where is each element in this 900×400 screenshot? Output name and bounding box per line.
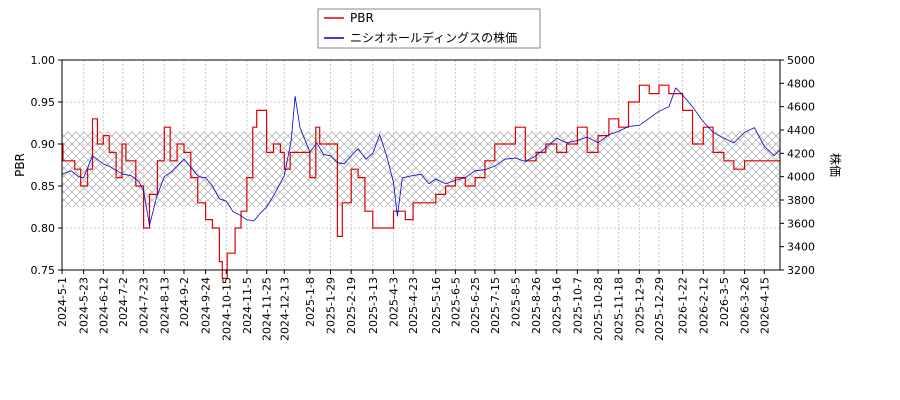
right-tick-label: 4200 xyxy=(787,147,815,160)
right-tick-label: 3600 xyxy=(787,217,815,230)
left-tick-label: 0.85 xyxy=(31,180,56,193)
left-axis: 0.75 0.80 0.85 0.90 0.95 1.00 xyxy=(31,54,62,277)
right-tick-label: 3200 xyxy=(787,264,815,277)
x-tick-label: 2024-7-2 xyxy=(117,277,130,327)
right-axis: 3200 3400 3600 3800 4000 4200 4400 4600 4800 5000 xyxy=(780,54,815,277)
right-tick-label: 4000 xyxy=(787,171,815,184)
legend-box xyxy=(317,8,541,49)
x-tick-label: 2024-10-15 xyxy=(220,277,233,341)
x-tick-label: 2024-5-23 xyxy=(78,277,91,334)
x-tick-label: 2025-11-18 xyxy=(613,277,626,341)
x-tick-label: 2025-6-25 xyxy=(469,277,482,334)
x-tick-label: 2025-8-5 xyxy=(509,277,522,327)
x-tick-label: 2025-10-28 xyxy=(592,277,605,341)
x-tick-label: 2025-1-29 xyxy=(325,277,338,334)
x-tick-label: 2026-3-5 xyxy=(718,277,731,327)
x-tick-label: 2025-2-19 xyxy=(345,277,358,334)
right-tick-label: 4600 xyxy=(787,101,815,114)
x-tick-label: 2025-7-15 xyxy=(489,277,502,334)
x-tick-label: 2024-11-25 xyxy=(261,277,274,341)
x-tick-label: 2025-3-13 xyxy=(367,277,380,334)
right-tick-label: 3800 xyxy=(787,194,815,207)
x-tick-label: 2024-7-23 xyxy=(138,277,151,334)
series-line-pbr xyxy=(62,84,780,279)
x-tick-label: 2025-10-7 xyxy=(571,277,584,334)
left-tick-label: 0.90 xyxy=(31,138,56,151)
left-tick-label: 0.75 xyxy=(31,264,56,277)
left-tick-label: 0.80 xyxy=(31,222,56,235)
x-tick-label: 2024-6-12 xyxy=(97,277,110,334)
x-tick-label: 2025-8-26 xyxy=(530,277,543,334)
x-tick-label: 2024-9-24 xyxy=(200,277,213,334)
x-tick-label: 2025-12-9 xyxy=(633,277,646,334)
x-tick-label: 2025-4-3 xyxy=(387,277,400,327)
x-tick-label: 2024-12-13 xyxy=(278,277,291,341)
x-tick-label: 2025-9-16 xyxy=(551,277,564,334)
left-axis-title: PBR xyxy=(13,153,27,177)
left-tick-label: 0.95 xyxy=(31,96,56,109)
x-tick-label: 2026-4-15 xyxy=(758,277,771,334)
x-tick-label: 2026-1-22 xyxy=(677,277,690,334)
legend-label-price: ニシオホールディングスの株価 xyxy=(350,30,517,45)
x-tick-label: 2025-4-23 xyxy=(407,277,420,334)
right-tick-label: 3400 xyxy=(787,241,815,254)
x-tick-label: 2025-5-16 xyxy=(430,277,443,334)
x-tick-label: 2025-6-5 xyxy=(449,277,462,327)
x-tick-label: 2024-8-13 xyxy=(158,277,171,334)
series-layer xyxy=(61,84,781,279)
x-tick-label: 2026-2-12 xyxy=(697,277,710,334)
right-tick-label: 4400 xyxy=(787,124,815,137)
legend: PBR ニシオホールディングスの株価 xyxy=(317,8,541,49)
x-tick-label: 2024-9-2 xyxy=(178,277,191,327)
right-tick-label: 5000 xyxy=(787,54,815,67)
right-tick-label: 4800 xyxy=(787,77,815,90)
x-tick-label: 2026-3-26 xyxy=(739,277,752,334)
x-tick-label: 2024-5-1 xyxy=(56,277,69,327)
plot-frame xyxy=(61,59,781,271)
x-axis: 2024-5-1 2024-5-23 2024-6-12 2024-7-2 2024-7… xyxy=(56,270,771,341)
right-axis-title: 株価 xyxy=(828,153,843,177)
x-tick-label: 2025-12-29 xyxy=(653,277,666,341)
x-tick-label: 2024-11-5 xyxy=(241,277,254,334)
series-line-price xyxy=(61,87,781,226)
legend-label-pbr: PBR xyxy=(350,11,374,25)
x-tick-label: 2025-1-8 xyxy=(304,277,317,327)
left-tick-label: 1.00 xyxy=(31,54,56,67)
